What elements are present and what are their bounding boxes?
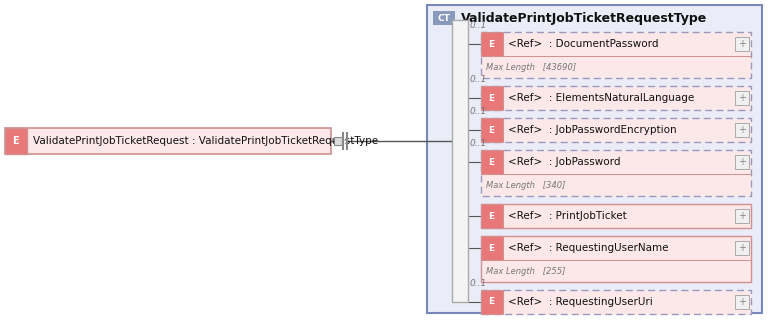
Text: E: E [488,93,494,102]
Text: +: + [738,297,746,307]
Text: +: + [738,243,746,253]
Text: Max Length   [340]: Max Length [340] [486,180,565,189]
Bar [480,32,751,78]
Text: E: E [488,39,494,49]
Bar [735,155,749,169]
Text: 0..1: 0..1 [470,75,487,84]
Text: +: + [738,93,746,103]
Bar [427,5,762,313]
Text: E: E [488,244,494,252]
Text: +: + [738,211,746,221]
Bar [480,236,751,282]
Bar [480,150,503,174]
Bar [334,137,342,145]
Bar [480,204,503,228]
Bar [433,11,455,25]
Bar [480,118,503,142]
Text: E: E [488,157,494,166]
Bar [480,290,503,314]
Text: <Ref>  : DocumentPassword: <Ref> : DocumentPassword [508,39,658,49]
Text: E: E [488,212,494,220]
Text: <Ref>  : PrintJobTicket: <Ref> : PrintJobTicket [508,211,626,221]
Bar [5,128,27,154]
Text: Max Length   [255]: Max Length [255] [486,267,565,276]
Text: <Ref>  : JobPassword: <Ref> : JobPassword [508,157,620,167]
Bar [480,86,503,110]
Text: <Ref>  : RequestingUserUri: <Ref> : RequestingUserUri [508,297,653,307]
Text: <Ref>  : JobPasswordEncryption: <Ref> : JobPasswordEncryption [508,125,676,135]
Text: E: E [12,136,19,146]
Bar [735,37,749,51]
Bar [480,290,751,314]
Bar [735,209,749,223]
Text: Max Length   [43690]: Max Length [43690] [486,62,576,71]
Bar [480,236,503,260]
Text: +: + [738,39,746,49]
Text: 0..1: 0..1 [470,21,487,30]
Bar [735,241,749,255]
Bar [480,118,751,142]
Text: ValidatePrintJobTicketRequest : ValidatePrintJobTicketRequestType: ValidatePrintJobTicketRequest : Validate… [33,136,378,146]
Bar [735,91,749,105]
Text: 0..1: 0..1 [470,279,487,288]
Text: CT: CT [438,13,450,22]
Text: E: E [488,125,494,134]
Text: +: + [738,125,746,135]
Text: 0..1: 0..1 [470,139,487,148]
Bar [480,86,751,110]
Text: <Ref>  : RequestingUserName: <Ref> : RequestingUserName [508,243,668,253]
Text: 0..1: 0..1 [470,107,487,116]
Bar [480,150,751,196]
Bar [735,123,749,137]
Bar [452,20,468,302]
Text: ValidatePrintJobTicketRequestType: ValidatePrintJobTicketRequestType [461,12,707,25]
Bar [735,295,749,309]
Bar [480,32,503,56]
Text: +: + [738,157,746,167]
Text: E: E [488,298,494,307]
Bar [480,204,751,228]
Text: <Ref>  : ElementsNaturalLanguage: <Ref> : ElementsNaturalLanguage [508,93,694,103]
Bar [5,128,331,154]
